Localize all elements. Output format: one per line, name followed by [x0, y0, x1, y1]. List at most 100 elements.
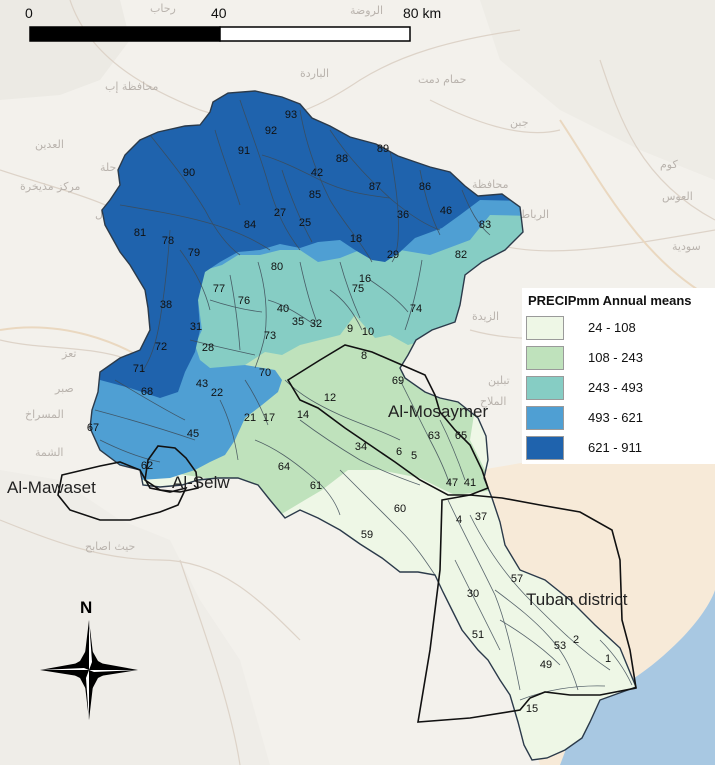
subbasin-label: 63 — [428, 430, 440, 442]
subbasin-label: 73 — [264, 330, 276, 342]
legend-label: 621 - 911 — [588, 440, 642, 455]
subbasin-label: 92 — [265, 125, 277, 137]
place-label-mawaset: Al-Mawaset — [7, 478, 96, 497]
subbasin-label: 72 — [155, 341, 167, 353]
subbasin-label: 82 — [455, 249, 467, 261]
subbasin-label: 84 — [244, 219, 256, 231]
subbasin-label: 18 — [350, 233, 362, 245]
subbasin-label: 40 — [277, 303, 289, 315]
basemap-label: الرباط — [520, 208, 549, 221]
subbasin-label: 85 — [309, 189, 321, 201]
subbasin-label: 15 — [526, 703, 538, 715]
subbasin-label: 38 — [160, 299, 172, 311]
legend-swatch — [526, 376, 564, 400]
basemap-label: محافظة — [472, 178, 509, 191]
basemap-label: جبن — [510, 116, 529, 129]
district-selw — [144, 445, 199, 493]
district-boundaries — [57, 344, 637, 723]
subbasin-label: 78 — [162, 235, 174, 247]
subbasin-label: 90 — [183, 167, 195, 179]
subbasin-label: 25 — [299, 217, 311, 229]
legend-label: 24 - 108 — [588, 320, 636, 335]
subbasin-label: 86 — [419, 181, 431, 193]
basemap-label: رحاب — [150, 2, 176, 15]
basemap-label: حمام دمت — [418, 73, 466, 86]
district-mawaset — [57, 461, 188, 521]
subbasin-label: 31 — [190, 321, 202, 333]
legend-item: 243 - 493 — [526, 376, 706, 402]
subbasin-label: 60 — [394, 503, 406, 515]
subbasin-label: 91 — [238, 145, 250, 157]
subbasin-label: 34 — [355, 441, 367, 453]
legend-label: 493 - 621 — [588, 410, 643, 425]
subbasin-label: 27 — [274, 207, 286, 219]
subbasin-label: 75 — [352, 283, 364, 295]
subbasin-label: 4 — [456, 514, 462, 526]
basemap-label: الزيدة — [472, 310, 499, 323]
legend-item: 24 - 108 — [526, 316, 706, 342]
subbasin-label: 5 — [411, 450, 417, 462]
scale-label-0: 0 — [25, 5, 33, 21]
subbasin-label: 32 — [310, 318, 322, 330]
subbasin-label: 30 — [467, 588, 479, 600]
subbasin-label: 76 — [238, 295, 250, 307]
subbasin-label: 74 — [410, 303, 422, 315]
basemap-label: مركز مذيخرة — [20, 180, 81, 193]
basemap-label: كوم — [660, 158, 678, 171]
subbasin-label: 68 — [141, 386, 153, 398]
basemap-label: سودية — [672, 240, 701, 253]
subbasin-label: 12 — [324, 392, 336, 404]
basemap-label: الباردة — [300, 67, 329, 80]
legend-item: 108 - 243 — [526, 346, 706, 372]
scale-bar: 0 40 80 km — [25, 5, 441, 42]
subbasin-label: 21 — [244, 412, 256, 424]
basemap-label: العوس — [662, 190, 693, 203]
subbasin-label: 35 — [292, 316, 304, 328]
subbasin-label: 79 — [188, 247, 200, 259]
subbasin-label: 89 — [377, 143, 389, 155]
subbasin-label: 77 — [213, 283, 225, 295]
subbasin-label: 59 — [361, 529, 373, 541]
basemap-label: العدين — [35, 138, 64, 151]
subbasin-label: 10 — [362, 326, 374, 338]
subbasin-label: 42 — [311, 167, 323, 179]
scale-label-80: 80 km — [403, 5, 441, 21]
subbasin-label: 37 — [475, 511, 487, 523]
basemap-label: الروضة — [350, 4, 383, 17]
subbasin-label: 1 — [605, 653, 611, 665]
legend: PRECIPmm Annual means 24 - 108 108 - 243… — [522, 288, 715, 464]
place-label-mosaymer: Al-Mosaymer — [388, 402, 488, 421]
subbasin-label: 69 — [392, 375, 404, 387]
place-labels: Al-Mawaset Al-Selw Al-Mosaymer Tuban dis… — [7, 402, 628, 609]
subbasin-label: 8 — [361, 350, 367, 362]
subbasin-label: 29 — [387, 249, 399, 261]
legend-label: 108 - 243 — [588, 350, 643, 365]
subbasin-label: 65 — [455, 430, 467, 442]
legend-swatch — [526, 406, 564, 430]
subbasin-label: 17 — [263, 412, 275, 424]
basemap-label: صبر — [54, 382, 74, 395]
subbasin-label: 57 — [511, 573, 523, 585]
subbasin-label: 87 — [369, 181, 381, 193]
district-mosaymer — [286, 344, 489, 496]
subbasin-label: 51 — [472, 629, 484, 641]
basemap-label: محافظة إب — [105, 80, 159, 93]
subbasin-label: 70 — [259, 367, 271, 379]
legend-label: 243 - 493 — [588, 380, 643, 395]
subbasin-label: 80 — [271, 261, 283, 273]
subbasin-label: 61 — [310, 480, 322, 492]
north-label: N — [80, 598, 92, 617]
legend-item: 493 - 621 — [526, 406, 706, 432]
basemap-label: الملاح — [480, 395, 506, 408]
district-tuban — [417, 494, 637, 723]
subbasin-label: 64 — [278, 461, 290, 473]
subbasin-label: 88 — [336, 153, 348, 165]
subbasin-label: 28 — [202, 342, 214, 354]
basemap-label: تبلين — [488, 374, 510, 387]
subbasin-label: 53 — [554, 640, 566, 652]
subbasin-label: 49 — [540, 659, 552, 671]
subbasin-label: 71 — [133, 363, 145, 375]
legend-swatch — [526, 316, 564, 340]
subbasin-label: 62 — [141, 460, 153, 472]
